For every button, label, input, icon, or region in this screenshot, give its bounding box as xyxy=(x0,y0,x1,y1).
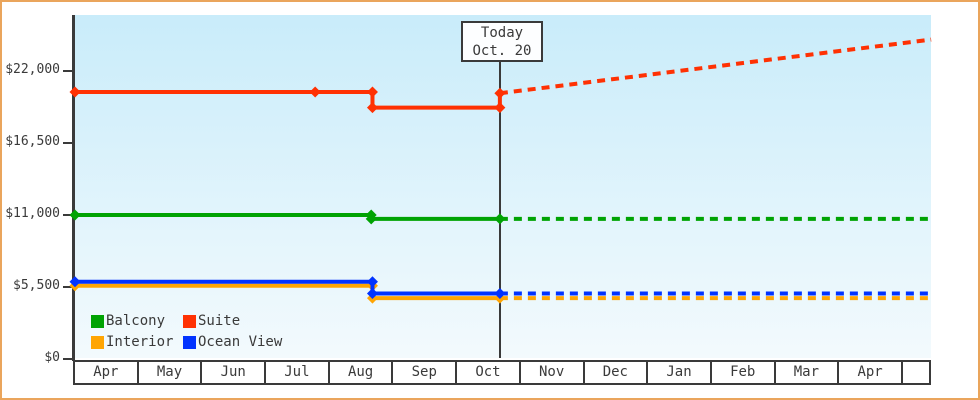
y-axis-label: $0 xyxy=(44,350,60,365)
month-cell-empty xyxy=(903,362,929,383)
legend-swatch-suite xyxy=(183,314,196,328)
legend-label-ocean-view: Ocean View xyxy=(198,334,283,350)
month-label: Apr xyxy=(75,362,139,383)
month-label: Aug xyxy=(330,362,394,383)
month-label: May xyxy=(139,362,203,383)
legend-item-balcony: Balcony xyxy=(91,311,183,331)
month-label: Sep xyxy=(393,362,458,383)
month-label: Jan xyxy=(648,362,712,383)
today-marker-line xyxy=(499,58,501,358)
legend-swatch-balcony xyxy=(91,314,104,328)
month-label: Nov xyxy=(521,362,585,383)
legend-label-balcony: Balcony xyxy=(106,313,166,329)
legend-item-suite: Suite xyxy=(183,311,282,331)
y-axis-label: $11,000 xyxy=(5,206,60,221)
legend-label-interior: Interior xyxy=(106,334,174,350)
month-label: Jul xyxy=(266,362,330,383)
month-label: Mar xyxy=(776,362,840,383)
legend: Balcony Suite Interior Ocean View xyxy=(91,311,282,352)
month-label: Apr xyxy=(839,362,903,383)
legend-item-ocean-view: Ocean View xyxy=(183,332,282,352)
month-label: Oct xyxy=(457,362,521,383)
today-annotation-title: Today xyxy=(480,25,524,41)
y-axis-label: $22,000 xyxy=(5,62,60,77)
y-axis-label: $5,500 xyxy=(13,278,60,293)
month-label: Feb xyxy=(712,362,776,383)
month-label: Jun xyxy=(202,362,267,383)
legend-swatch-ocean-view xyxy=(183,335,196,349)
y-axis-label: $16,500 xyxy=(5,134,60,149)
today-annotation: Today Oct. 20 xyxy=(461,21,543,62)
legend-label-suite: Suite xyxy=(198,313,241,329)
legend-swatch-interior xyxy=(91,335,104,349)
plot-area xyxy=(75,15,931,358)
x-axis-month-row: Apr May Jun Jul Aug Sep Oct Nov Dec Jan Feb Mar Apr xyxy=(73,360,931,385)
y-axis-line xyxy=(72,15,75,361)
y-axis-labels: $0 $5,500 $11,000 $16,500 $22,000 xyxy=(0,0,62,400)
today-annotation-date: Oct. 20 xyxy=(472,43,532,59)
legend-item-interior: Interior xyxy=(91,332,183,352)
month-label: Dec xyxy=(585,362,649,383)
